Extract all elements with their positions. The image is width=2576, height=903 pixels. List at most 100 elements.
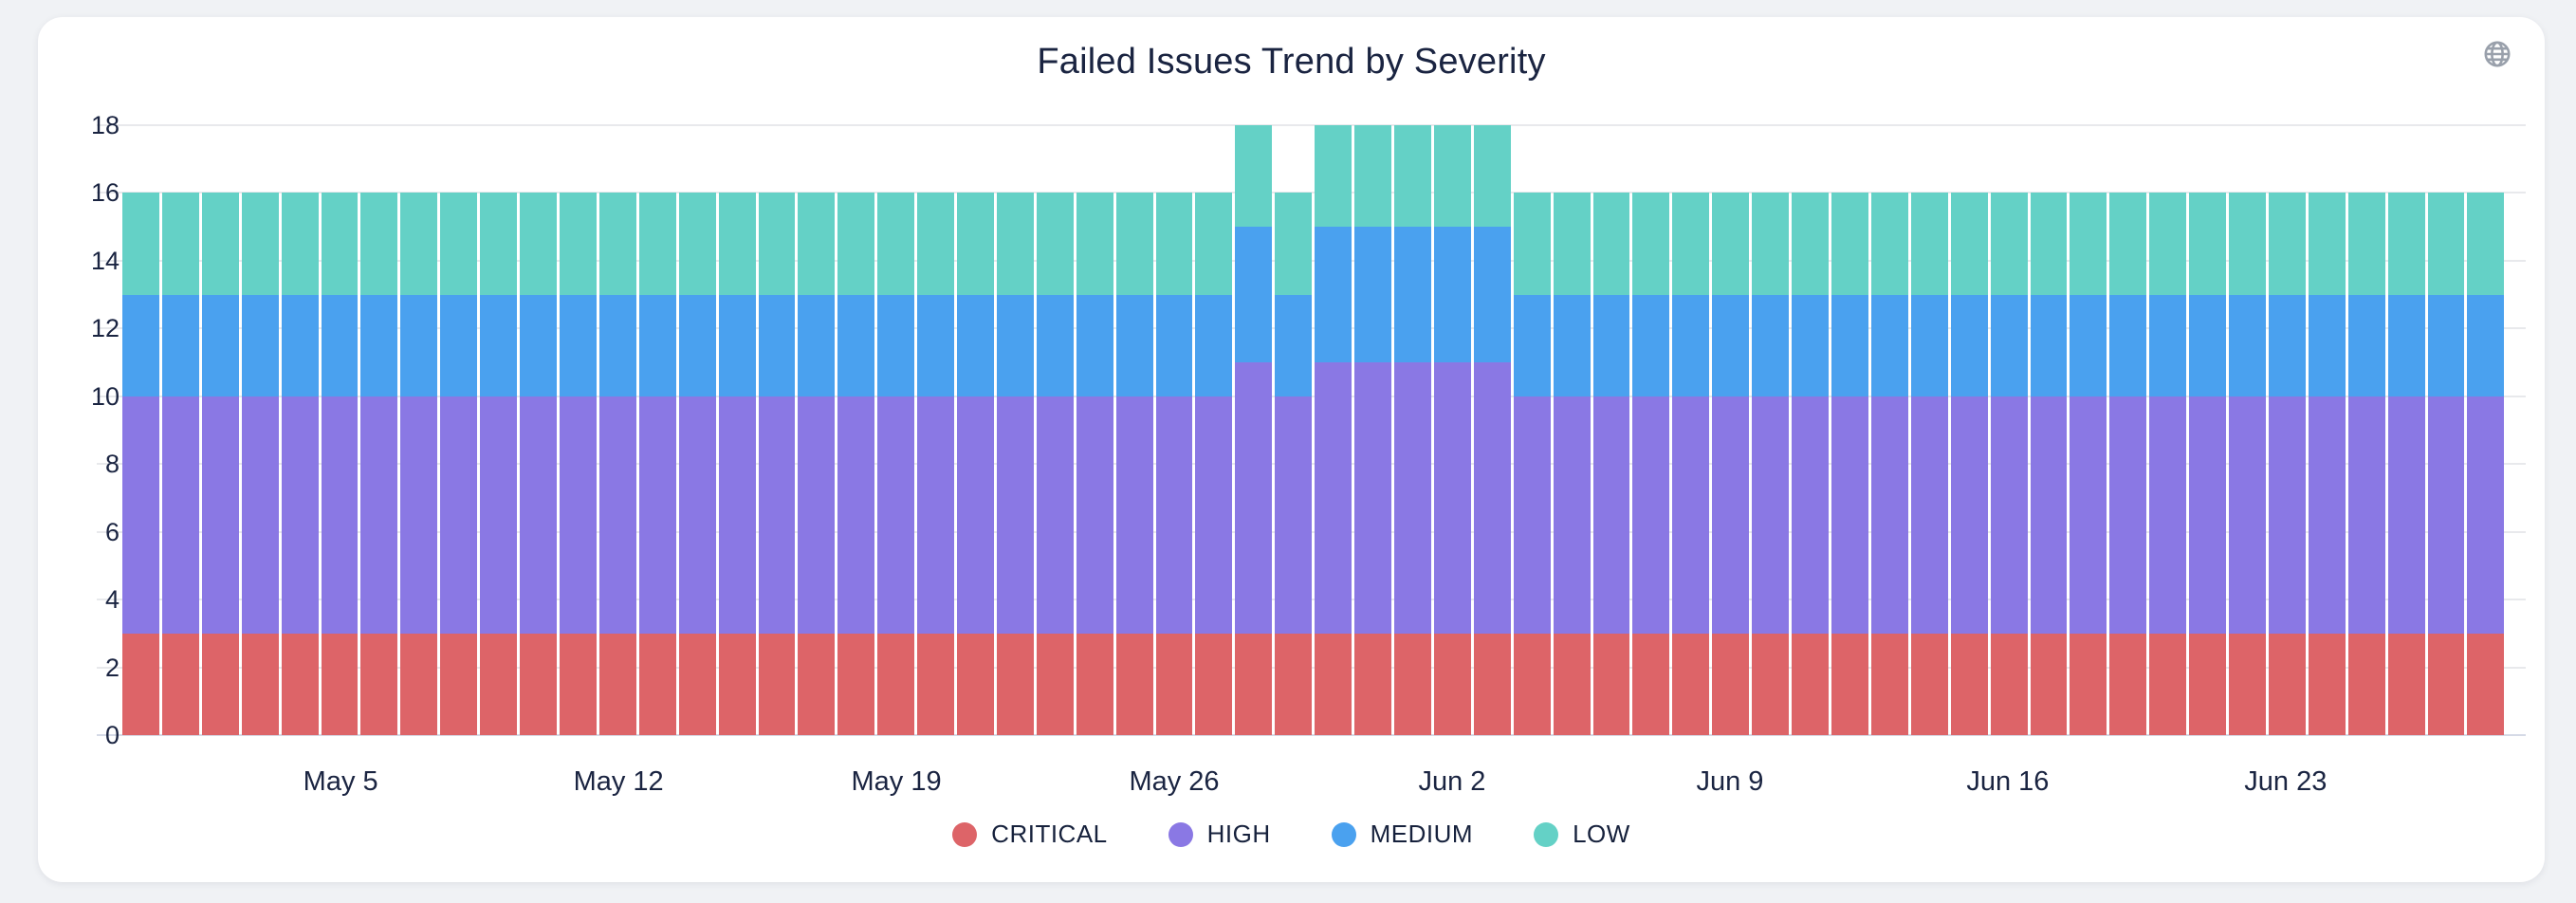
bar-segment-medium[interactable] <box>1592 294 1630 396</box>
bar-segment-low[interactable] <box>877 193 915 295</box>
bar-segment-medium[interactable] <box>2149 294 2187 396</box>
bar-segment-low[interactable] <box>957 193 994 295</box>
bar-segment-low[interactable] <box>1990 193 2028 295</box>
bar-segment-critical[interactable] <box>1950 633 1988 735</box>
bar-segment-critical[interactable] <box>1394 633 1431 735</box>
bar-segment-medium[interactable] <box>877 294 915 396</box>
bar-segment-high[interactable] <box>281 396 319 634</box>
bar-segment-high[interactable] <box>201 396 239 634</box>
bar-segment-critical[interactable] <box>798 633 836 735</box>
bar-segment-high[interactable] <box>2149 396 2187 634</box>
bar-segment-critical[interactable] <box>1155 633 1193 735</box>
bar-segment-medium[interactable] <box>1394 227 1431 363</box>
bar-segment-critical[interactable] <box>2308 633 2346 735</box>
bar-segment-medium[interactable] <box>1275 294 1313 396</box>
bar-segment-medium[interactable] <box>1990 294 2028 396</box>
bar-segment-medium[interactable] <box>2427 294 2465 396</box>
bar-segment-critical[interactable] <box>2109 633 2147 735</box>
bar-segment-high[interactable] <box>957 396 994 634</box>
bar-segment-critical[interactable] <box>1315 633 1352 735</box>
bar-segment-low[interactable] <box>1195 193 1233 295</box>
bar-segment-critical[interactable] <box>161 633 199 735</box>
bar-segment-critical[interactable] <box>2427 633 2465 735</box>
bar-segment-critical[interactable] <box>2229 633 2266 735</box>
bar-segment-critical[interactable] <box>440 633 478 735</box>
bar-segment-low[interactable] <box>598 193 636 295</box>
bar-segment-high[interactable] <box>440 396 478 634</box>
bar-segment-low[interactable] <box>2347 193 2385 295</box>
bar-segment-low[interactable] <box>440 193 478 295</box>
bar-segment-low[interactable] <box>758 193 796 295</box>
bar-segment-medium[interactable] <box>917 294 955 396</box>
bar-segment-high[interactable] <box>1831 396 1868 634</box>
bar-segment-low[interactable] <box>1870 193 1908 295</box>
bar-segment-critical[interactable] <box>1792 633 1829 735</box>
bar-segment-medium[interactable] <box>1752 294 1790 396</box>
bar-segment-medium[interactable] <box>2189 294 2227 396</box>
bar-segment-high[interactable] <box>520 396 557 634</box>
bar-segment-medium[interactable] <box>1553 294 1591 396</box>
bar-segment-low[interactable] <box>2268 193 2306 295</box>
bar-segment-high[interactable] <box>122 396 159 634</box>
bar-segment-high[interactable] <box>1195 396 1233 634</box>
bar-segment-medium[interactable] <box>678 294 716 396</box>
bar-segment-high[interactable] <box>480 396 518 634</box>
bar-segment-critical[interactable] <box>638 633 676 735</box>
bar-segment-critical[interactable] <box>957 633 994 735</box>
bar-segment-low[interactable] <box>2308 193 2346 295</box>
bar-segment-critical[interactable] <box>1235 633 1273 735</box>
bar-segment-critical[interactable] <box>1632 633 1670 735</box>
bar-segment-medium[interactable] <box>321 294 359 396</box>
bar-segment-critical[interactable] <box>241 633 279 735</box>
bar-segment-critical[interactable] <box>281 633 319 735</box>
bar-segment-high[interactable] <box>1950 396 1988 634</box>
bar-segment-critical[interactable] <box>1752 633 1790 735</box>
bar-segment-medium[interactable] <box>2109 294 2147 396</box>
bar-segment-medium[interactable] <box>996 294 1034 396</box>
bar-segment-critical[interactable] <box>480 633 518 735</box>
bar-segment-critical[interactable] <box>1433 633 1471 735</box>
bar-segment-critical[interactable] <box>917 633 955 735</box>
bar-segment-medium[interactable] <box>559 294 597 396</box>
bar-segment-high[interactable] <box>2387 396 2425 634</box>
bar-segment-medium[interactable] <box>161 294 199 396</box>
bar-segment-low[interactable] <box>1712 193 1750 295</box>
bar-segment-critical[interactable] <box>996 633 1034 735</box>
bar-segment-medium[interactable] <box>638 294 676 396</box>
bar-segment-medium[interactable] <box>520 294 557 396</box>
bar-segment-low[interactable] <box>2149 193 2187 295</box>
bar-segment-medium[interactable] <box>201 294 239 396</box>
bar-segment-medium[interactable] <box>957 294 994 396</box>
bar-segment-medium[interactable] <box>400 294 438 396</box>
bar-segment-high[interactable] <box>678 396 716 634</box>
bar-segment-medium[interactable] <box>1473 227 1511 363</box>
bar-segment-low[interactable] <box>1275 193 1313 295</box>
bar-segment-high[interactable] <box>2109 396 2147 634</box>
bar-segment-medium[interactable] <box>2347 294 2385 396</box>
bar-segment-low[interactable] <box>1155 193 1193 295</box>
bar-segment-high[interactable] <box>1235 362 1273 634</box>
bar-segment-critical[interactable] <box>2030 633 2068 735</box>
bar-segment-high[interactable] <box>996 396 1034 634</box>
bar-segment-medium[interactable] <box>2268 294 2306 396</box>
bar-segment-low[interactable] <box>122 193 159 295</box>
bar-segment-low[interactable] <box>1315 125 1352 228</box>
bar-segment-high[interactable] <box>1632 396 1670 634</box>
bar-segment-low[interactable] <box>1036 193 1074 295</box>
bar-segment-medium[interactable] <box>2030 294 2068 396</box>
bar-segment-low[interactable] <box>2189 193 2227 295</box>
bar-segment-high[interactable] <box>1315 362 1352 634</box>
bar-segment-critical[interactable] <box>877 633 915 735</box>
bar-segment-low[interactable] <box>559 193 597 295</box>
legend-item-low[interactable]: LOW <box>1534 820 1630 849</box>
bar-segment-medium[interactable] <box>598 294 636 396</box>
bar-segment-critical[interactable] <box>1831 633 1868 735</box>
bar-segment-high[interactable] <box>1275 396 1313 634</box>
bar-segment-medium[interactable] <box>1870 294 1908 396</box>
bar-segment-low[interactable] <box>1354 125 1391 228</box>
bar-segment-low[interactable] <box>1592 193 1630 295</box>
bar-segment-medium[interactable] <box>1155 294 1193 396</box>
bar-segment-critical[interactable] <box>837 633 875 735</box>
bar-segment-low[interactable] <box>1672 193 1710 295</box>
bar-segment-medium[interactable] <box>1632 294 1670 396</box>
